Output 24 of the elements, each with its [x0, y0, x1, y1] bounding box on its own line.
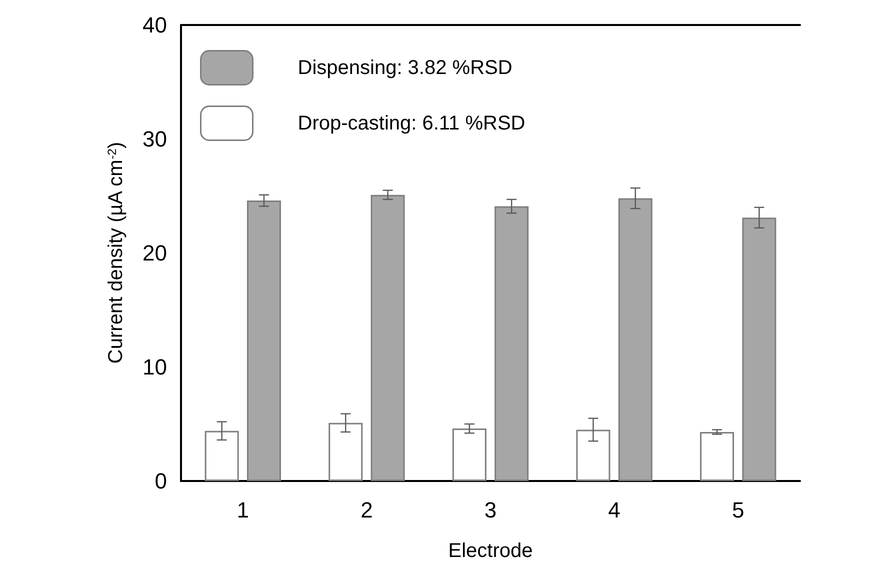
bar: [742, 218, 776, 481]
bar: [246, 200, 281, 481]
bar: [494, 206, 529, 481]
x-tick-label: 5: [732, 498, 744, 522]
bar: [618, 198, 652, 481]
x-axis-title: Electrode: [448, 540, 533, 562]
bar: [700, 432, 734, 481]
x-tick-label: 4: [608, 498, 620, 522]
y-tick-label: 30: [142, 126, 167, 152]
x-tick-label: 3: [484, 498, 497, 522]
y-axis-title: Current density (µA cm-2): [105, 142, 127, 364]
y-tick-label: 40: [142, 12, 167, 38]
bar: [452, 428, 486, 481]
bar: [328, 422, 363, 481]
bar: [204, 430, 239, 481]
x-tick-label: 1: [236, 498, 250, 522]
legend-label: Drop-casting: 6.11 %RSD: [298, 112, 526, 134]
x-tick-label: 2: [360, 498, 373, 522]
bar: [576, 430, 610, 481]
bar: [370, 194, 405, 481]
y-tick-label: 10: [142, 354, 167, 380]
legend-label: Dispensing: 3.82 %RSD: [298, 56, 512, 79]
y-tick-label: 20: [142, 240, 167, 266]
y-tick-label: 0: [154, 468, 167, 494]
